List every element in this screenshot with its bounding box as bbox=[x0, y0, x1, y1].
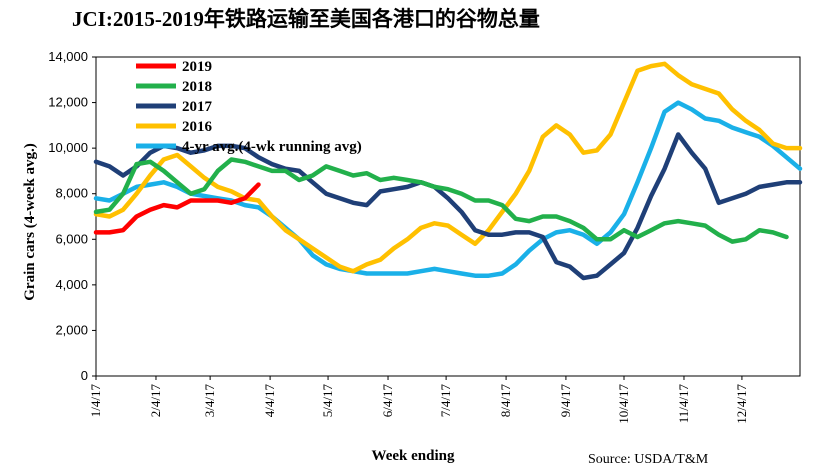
y-tick-label: 0 bbox=[81, 368, 88, 383]
x-axis: 1/4/17 2/4/17 3/4/17 4/4/17 5/4/17 6/4/17 7/4/… bbox=[88, 376, 749, 424]
x-tick-label: 1/4/17 bbox=[88, 384, 103, 418]
plot-frame bbox=[95, 56, 801, 377]
plot-area bbox=[95, 56, 801, 377]
x-tick-label: 4/4/17 bbox=[262, 384, 277, 418]
source-note: Source: USDA/T&M bbox=[588, 452, 709, 467]
legend-label-2018: 2018 bbox=[182, 79, 212, 95]
y-tick-label: 2,000 bbox=[55, 322, 88, 337]
x-axis-label: Week ending bbox=[372, 448, 455, 464]
legend-label-2019: 2019 bbox=[182, 59, 212, 75]
x-tick-label: 5/4/17 bbox=[320, 384, 335, 418]
y-tick-label: 8,000 bbox=[55, 186, 88, 201]
y-axis-label: Grain cars (4-week avg.) bbox=[22, 143, 38, 300]
y-tick-label: 14,000 bbox=[48, 49, 88, 64]
series-lines bbox=[93, 61, 803, 281]
legend: 2019 2018 2017 2016 4-yr avg.(4-wk running a… bbox=[136, 59, 362, 155]
y-tick-label: 10,000 bbox=[48, 140, 88, 155]
legend-label-2016: 2016 bbox=[182, 119, 213, 135]
x-tick-label: 6/4/17 bbox=[380, 384, 395, 418]
x-tick-label: 11/4/17 bbox=[676, 384, 691, 424]
y-tick-label: 4,000 bbox=[55, 277, 88, 292]
y-tick-label: 12,000 bbox=[48, 95, 88, 110]
y-tick-label: 6,000 bbox=[55, 231, 88, 246]
x-tick-label: 2/4/17 bbox=[148, 384, 163, 418]
x-tick-label: 3/4/17 bbox=[202, 384, 217, 418]
legend-label-2017: 2017 bbox=[182, 99, 213, 115]
chart-title: JCI:2015-2019年铁路运输至美国各港口的谷物总量 bbox=[72, 7, 540, 31]
x-tick-label: 8/4/17 bbox=[498, 384, 513, 418]
x-tick-label: 10/4/17 bbox=[616, 384, 631, 424]
series-line-2017 bbox=[93, 132, 803, 281]
x-tick-label: 12/4/17 bbox=[734, 384, 749, 424]
series-line-2019 bbox=[93, 182, 261, 235]
series-line-4-yr-avg-4-wk-running-avg- bbox=[93, 100, 803, 278]
series-line-2018 bbox=[93, 157, 789, 244]
y-axis: 0 2,000 4,000 6,000 8,000 10,000 12,000 14,000 bbox=[48, 49, 96, 383]
legend-label-4-yr-avg-4-wk-running-avg-: 4-yr avg.(4-wk running avg) bbox=[182, 139, 362, 155]
series-line-2016 bbox=[93, 61, 803, 274]
x-tick-label: 9/4/17 bbox=[558, 384, 573, 418]
x-tick-label: 7/4/17 bbox=[438, 384, 453, 418]
